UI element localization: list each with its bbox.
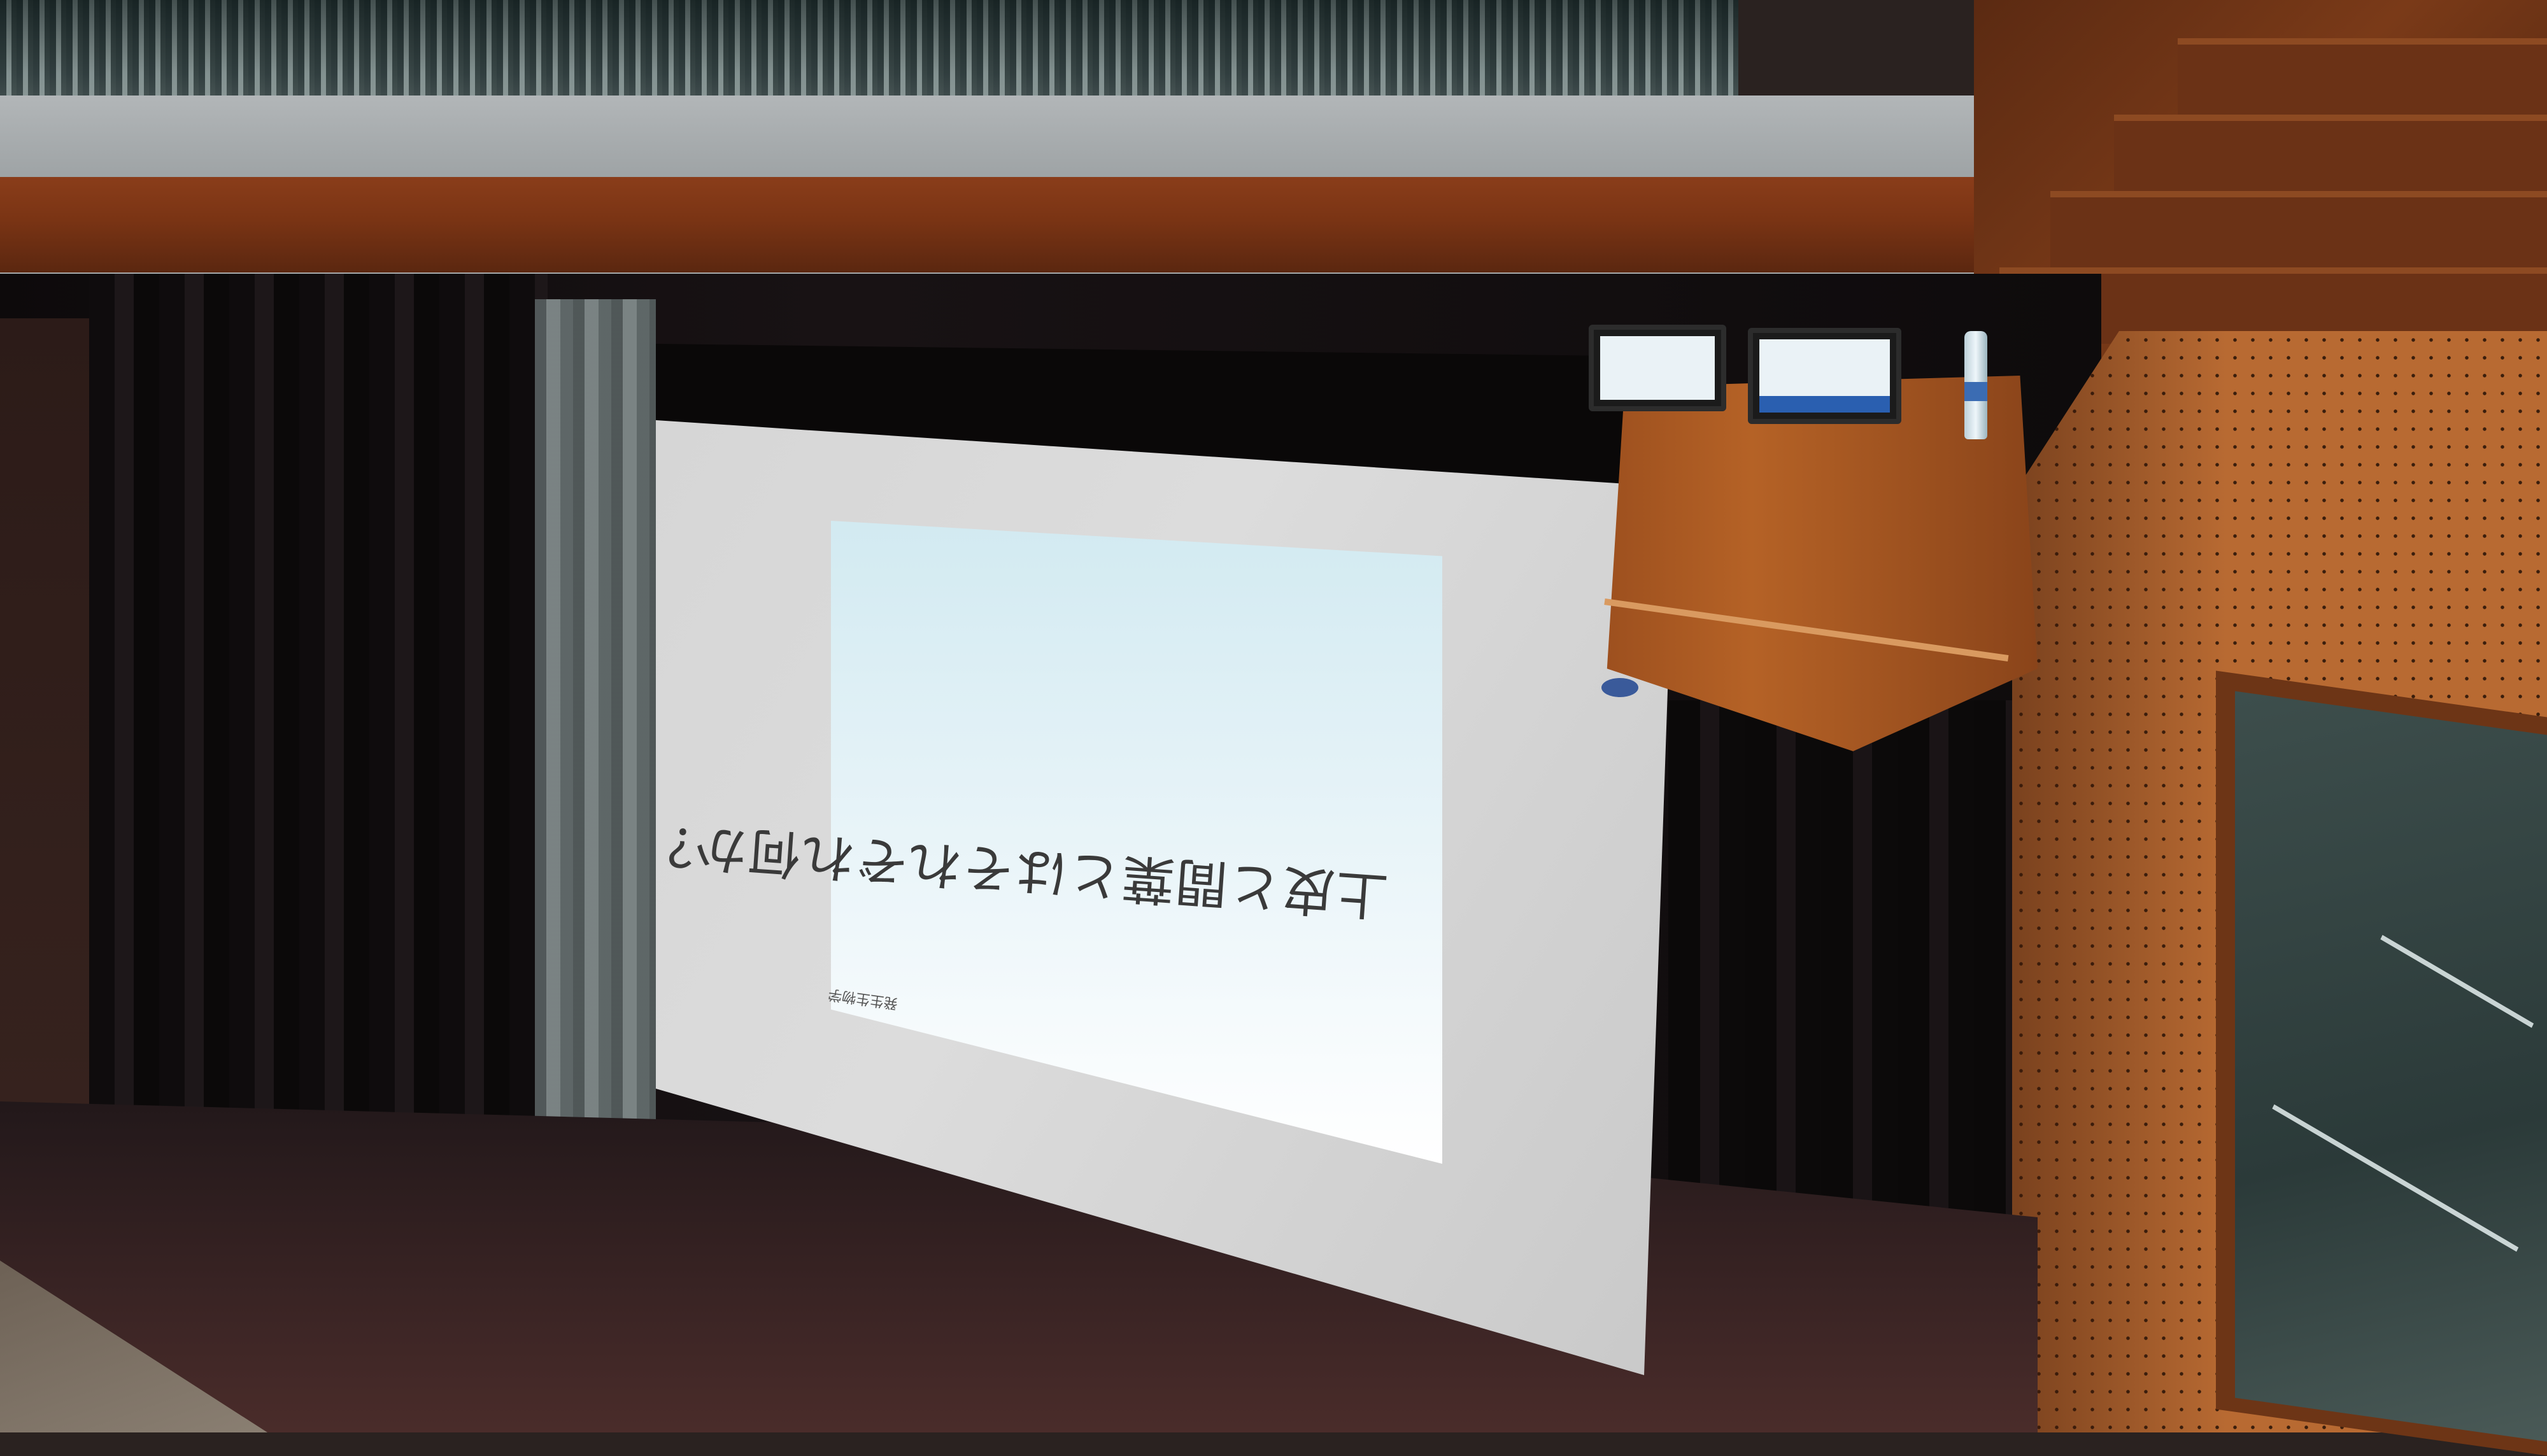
- stair-step: [2178, 38, 2547, 115]
- light-reflection: [2272, 1104, 2519, 1252]
- stair-step: [2114, 115, 2547, 191]
- monitor-screen: [1600, 336, 1715, 400]
- ceiling-grille: [0, 0, 1738, 113]
- light-reflection: [2380, 935, 2534, 1028]
- projector-lens: [1601, 678, 1638, 697]
- proscenium-beam: [0, 177, 1993, 272]
- window-glass: [2235, 691, 2547, 1442]
- gray-curtain: [535, 299, 656, 1127]
- preview-monitor-left: [1589, 325, 1726, 411]
- water-bottle: [1964, 331, 1987, 439]
- ceiling-band: [0, 95, 2006, 178]
- stair-step: [2050, 191, 2547, 267]
- bottle-label: [1964, 382, 1987, 401]
- preview-monitor-right: [1748, 328, 1901, 424]
- monitor-taskbar: [1759, 396, 1890, 413]
